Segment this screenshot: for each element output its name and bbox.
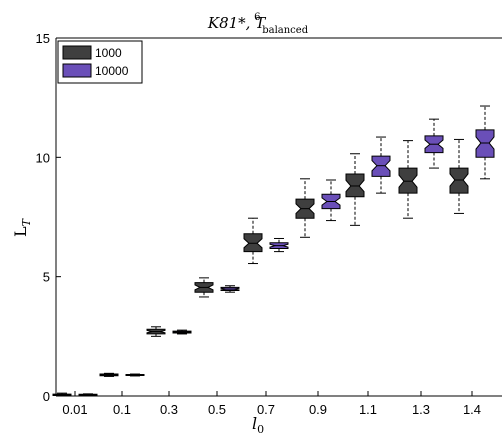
- x-tick-label: 0.1: [113, 402, 131, 417]
- box-body: [243, 233, 263, 253]
- box-10000-0.5: [220, 285, 240, 293]
- legend-label-10000: 10000: [95, 64, 129, 78]
- plot-frame: [55, 37, 502, 397]
- box-1000-0.7: [243, 217, 263, 265]
- box-1000-1.1: [345, 153, 365, 226]
- box-10000-0.3: [172, 329, 192, 335]
- x-tick-label: 0.01: [62, 402, 87, 417]
- x-axis: 0.01 0.1 0.3 0.5 0.7 0.9 1.1 1.3 1.4: [62, 391, 481, 417]
- y-tick-label: 5: [43, 270, 50, 285]
- box-body: [398, 167, 418, 194]
- legend-label-1000: 1000: [95, 46, 122, 60]
- x-tick-label: 1.3: [412, 402, 430, 417]
- box-series: [52, 105, 495, 397]
- box-10000-0.9: [321, 179, 341, 222]
- box-1000-0.01: [52, 392, 72, 397]
- x-tick-label: 0.9: [309, 402, 327, 417]
- box-10000-1.4: [475, 105, 495, 180]
- x-tick-label: 0.5: [208, 402, 226, 417]
- box-10000-0.01: [78, 393, 98, 397]
- y-tick-label: 10: [36, 150, 50, 165]
- box-1000-0.3: [146, 326, 166, 337]
- legend: 1000 10000: [57, 40, 143, 84]
- legend-swatch-1000: [62, 45, 92, 60]
- y-tick-label: 15: [36, 31, 50, 46]
- box-10000-1.3: [424, 118, 444, 169]
- y-axis: 0 5 10 15: [36, 31, 61, 404]
- box-body: [371, 155, 391, 177]
- y-axis-label: LT: [11, 217, 33, 237]
- box-10000-0.1: [125, 373, 145, 377]
- box-1000-0.5: [194, 277, 214, 298]
- legend-swatch-10000: [62, 63, 92, 78]
- x-tick-label: 1.4: [463, 402, 481, 417]
- x-axis-label: l0: [252, 414, 264, 436]
- x-tick-label: 1.1: [359, 402, 377, 417]
- y-tick-label: 0: [43, 389, 50, 404]
- box-1000-0.9: [295, 178, 315, 238]
- box-1000-1.3: [398, 140, 418, 219]
- box-body: [345, 173, 365, 198]
- x-tick-label: 0.3: [160, 402, 178, 417]
- box-10000-0.7: [269, 237, 289, 253]
- box-body: [449, 167, 469, 194]
- x-tick-label: 0.7: [257, 402, 275, 417]
- box-1000-0.1: [99, 372, 119, 377]
- chart-title: K81*, Tbalanced6: [207, 12, 309, 36]
- box-body: [475, 129, 495, 158]
- box-10000-1.1: [371, 136, 391, 194]
- box-1000-1.4: [449, 138, 469, 214]
